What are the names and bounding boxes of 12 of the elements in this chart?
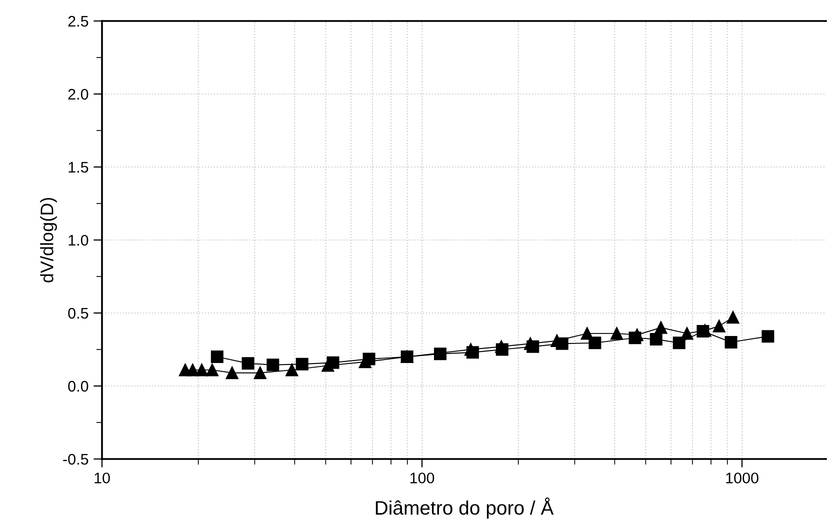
- x-tick-label: 100: [410, 472, 434, 484]
- y-tick-label: 1.0: [68, 234, 88, 246]
- y-tick-label: 1.5: [68, 162, 88, 173]
- y-axis-title: dV/dlog(D): [40, 198, 57, 282]
- y-tick-label: 0.0: [68, 380, 88, 392]
- y-tick-label: -0.5: [63, 454, 88, 465]
- x-axis-title: Diâmetro do poro / Å: [376, 498, 554, 519]
- y-tick-label: 2.0: [68, 88, 88, 100]
- x-tick-label: 10: [94, 472, 110, 484]
- x-tick-label: 1000: [726, 472, 758, 484]
- y-tick-label: 2.5: [68, 16, 88, 27]
- y-tick-label: 0.5: [68, 308, 88, 319]
